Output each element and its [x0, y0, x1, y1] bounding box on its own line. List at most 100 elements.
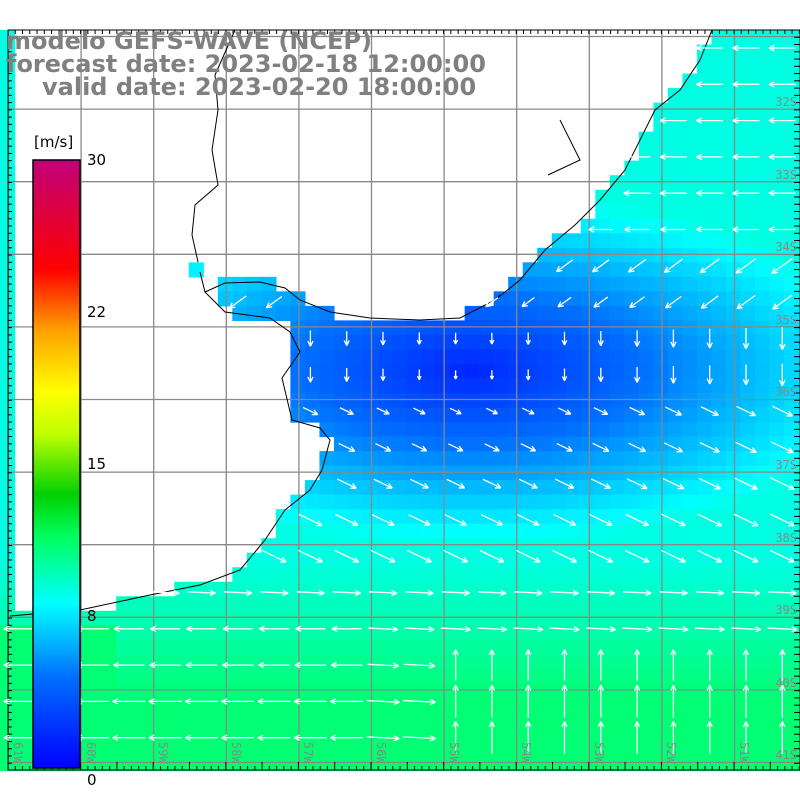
- wind-arrow: [482, 478, 502, 489]
- field-cell: [726, 625, 742, 641]
- field-cell: [188, 726, 204, 743]
- field-cell: [638, 422, 654, 438]
- wind-arrow: [339, 407, 354, 415]
- field-cell: [392, 683, 408, 699]
- field-cell: [696, 538, 713, 554]
- wind-arrow: [522, 407, 535, 415]
- wind-arrow: [330, 734, 363, 741]
- field-cell: [726, 131, 742, 147]
- field-cell: [479, 407, 495, 423]
- field-cell: [769, 422, 785, 438]
- field-cell: [304, 639, 321, 655]
- field-cell: [493, 683, 509, 699]
- field-cell: [479, 697, 495, 714]
- field-cell: [217, 291, 233, 307]
- field-cell: [319, 552, 335, 568]
- field-cell: [406, 480, 422, 496]
- field-cell: [624, 741, 640, 757]
- field-cell: [580, 581, 596, 597]
- field-cell: [537, 567, 553, 583]
- field-cell: [421, 320, 437, 336]
- field-cell: [769, 175, 785, 191]
- field-cell: [740, 334, 756, 351]
- field-cell: [696, 654, 713, 670]
- field-cell: [711, 131, 727, 147]
- field-cell: [740, 552, 756, 568]
- field-cell: [726, 581, 742, 597]
- field-cell: [740, 146, 756, 162]
- field-cell: [304, 552, 321, 568]
- wind-arrow: [629, 406, 646, 416]
- field-cell: [348, 639, 364, 655]
- field-cell: [696, 349, 713, 365]
- field-cell: [769, 538, 785, 554]
- field-cell: [537, 523, 553, 539]
- field-cell: [580, 480, 596, 496]
- field-cell: [682, 422, 698, 438]
- wind-arrow: [552, 549, 577, 563]
- wind-arrow: [294, 661, 326, 669]
- field-cell: [755, 160, 771, 176]
- field-cell: [348, 407, 364, 423]
- field-cell: [667, 596, 684, 612]
- field-cell: [551, 756, 567, 772]
- field-cell: [609, 393, 625, 409]
- field-cell: [537, 596, 553, 612]
- field-cell: [537, 756, 553, 772]
- field-cell: [304, 683, 321, 699]
- wind-arrow: [696, 117, 724, 124]
- field-cell: [682, 88, 698, 104]
- field-cell: [304, 363, 321, 380]
- field-cell: [522, 436, 538, 452]
- field-cell: [667, 88, 684, 104]
- field-cell: [784, 683, 800, 699]
- field-cell: [551, 363, 567, 380]
- field-cell: [609, 378, 625, 394]
- field-cell: [711, 494, 727, 510]
- field-cell: [624, 305, 640, 321]
- field-cell: [348, 726, 364, 743]
- field-cell: [696, 625, 713, 641]
- field-cell: [580, 334, 596, 351]
- field-cell: [726, 262, 742, 278]
- field-cell: [377, 596, 393, 612]
- field-cell: [682, 509, 698, 525]
- field-cell: [290, 668, 306, 684]
- field-cell: [363, 668, 379, 684]
- wind-arrow: [518, 478, 538, 489]
- field-cell: [450, 552, 466, 568]
- wind-arrow: [770, 549, 795, 563]
- field-cell: [755, 668, 771, 684]
- field-cell: [696, 363, 713, 380]
- field-cell: [450, 349, 466, 365]
- field-cell: [624, 697, 640, 714]
- field-cell: [435, 726, 451, 743]
- field-cell: [304, 726, 321, 743]
- field-cell: [609, 451, 625, 467]
- field-cell: [537, 276, 553, 292]
- field-cell: [261, 596, 277, 612]
- field-cell: [755, 73, 771, 89]
- field-cell: [711, 291, 727, 307]
- wind-arrow: [520, 443, 537, 452]
- field-cell: [464, 494, 480, 510]
- field-cell: [784, 538, 800, 554]
- field-cell: [333, 523, 350, 539]
- field-cell: [537, 610, 553, 626]
- field-cell: [377, 494, 393, 510]
- field-cell: [493, 697, 509, 714]
- field-cell: [319, 668, 335, 684]
- field-cell: [682, 465, 698, 481]
- field-cell: [638, 654, 654, 670]
- wind-arrow: [735, 258, 757, 274]
- field-cell: [450, 363, 466, 380]
- field-cell: [319, 363, 335, 380]
- field-cell: [508, 683, 524, 699]
- wind-arrow: [517, 514, 540, 526]
- field-cell: [14, 697, 30, 714]
- field-cell: [363, 610, 379, 626]
- wind-arrow: [367, 662, 399, 669]
- field-cell: [653, 102, 669, 118]
- field-cell: [566, 756, 582, 772]
- field-cell: [711, 175, 727, 191]
